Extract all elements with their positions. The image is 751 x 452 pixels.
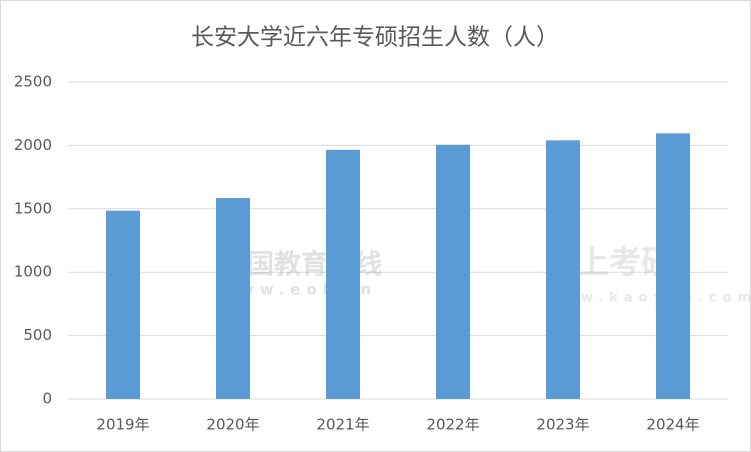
x-tick-label: 2021年 bbox=[316, 416, 369, 434]
x-tick-label: 2020年 bbox=[206, 416, 259, 434]
x-tick-label: 2022年 bbox=[426, 416, 479, 434]
y-tick-label: 2500 bbox=[14, 73, 52, 91]
watermark: www.kaoyan.com bbox=[545, 291, 751, 306]
y-tick-label: 2000 bbox=[14, 136, 52, 154]
bar bbox=[326, 149, 360, 399]
y-tick-label: 1500 bbox=[14, 199, 52, 217]
x-tick-label: 2019年 bbox=[96, 416, 149, 434]
y-tick-label: 0 bbox=[42, 390, 52, 408]
x-tick-label: 2023年 bbox=[536, 416, 589, 434]
x-tick-label: 2024年 bbox=[646, 416, 699, 434]
y-tick-label: 1000 bbox=[14, 263, 52, 281]
y-tick-label: 500 bbox=[23, 326, 52, 344]
bar bbox=[656, 133, 690, 399]
bar bbox=[106, 210, 140, 399]
chart-title: 长安大学近六年专硕招生人数（人） bbox=[191, 25, 559, 51]
bar bbox=[546, 140, 580, 399]
bar bbox=[436, 144, 470, 399]
bar bbox=[216, 198, 250, 399]
